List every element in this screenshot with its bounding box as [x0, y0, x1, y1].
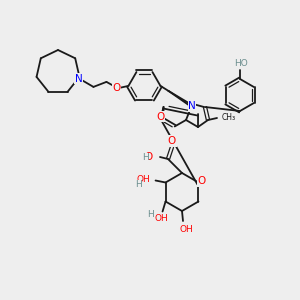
Text: O: O — [197, 176, 206, 187]
Text: O: O — [112, 83, 121, 93]
Text: OH: OH — [155, 214, 168, 223]
Text: O: O — [168, 136, 176, 146]
Text: H: H — [135, 180, 142, 189]
Text: HO: HO — [234, 59, 248, 68]
Text: N: N — [188, 101, 196, 111]
Text: OH: OH — [137, 175, 151, 184]
Text: O: O — [156, 112, 165, 122]
Text: O: O — [145, 152, 153, 162]
Text: CH₃: CH₃ — [222, 112, 236, 122]
Text: H: H — [142, 154, 149, 163]
Text: N: N — [75, 74, 82, 84]
Text: OH: OH — [179, 224, 193, 233]
Text: H: H — [147, 210, 154, 219]
